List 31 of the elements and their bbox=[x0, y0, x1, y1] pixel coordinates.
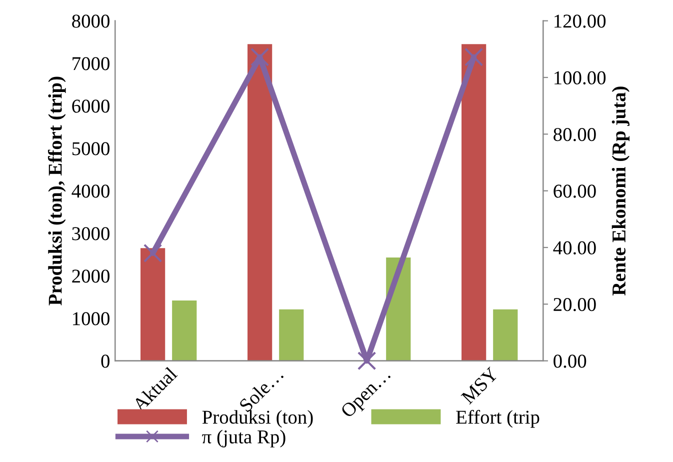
bar bbox=[493, 309, 518, 361]
legend-label: Produksi (ton) bbox=[202, 410, 313, 428]
bar bbox=[248, 44, 272, 361]
bar bbox=[172, 300, 197, 361]
bar bbox=[140, 248, 166, 361]
y2-axis-title: Rente Ekonomi (Rp juta) bbox=[612, 86, 630, 296]
y2-tick-label: 0.00 bbox=[554, 354, 586, 368]
y-tick-label: 4000 bbox=[72, 184, 110, 198]
y-axis-title: Produksi (ton), Effort (trip) bbox=[48, 76, 66, 306]
y-tick-label: 3000 bbox=[72, 227, 110, 240]
y-tick-label: 6000 bbox=[72, 100, 110, 113]
y-tick-label: 2000 bbox=[72, 270, 110, 283]
y2-tick-label: 20.00 bbox=[554, 298, 596, 312]
point bbox=[143, 244, 162, 263]
bar bbox=[279, 309, 304, 361]
legend-label: Effort (trip bbox=[456, 410, 540, 428]
point bbox=[250, 48, 270, 66]
y-tick-label: 5000 bbox=[72, 142, 110, 156]
y2-tick-label: 60.00 bbox=[554, 184, 596, 198]
y2-tick-label: 80.00 bbox=[554, 128, 596, 142]
bar bbox=[462, 44, 486, 361]
point bbox=[357, 351, 376, 370]
y-tick-label: 8000 bbox=[72, 14, 110, 28]
legend-label: π (juta Rp) bbox=[202, 430, 286, 448]
y-tick-label: 1000 bbox=[73, 312, 110, 326]
y2-tick-label: 100.00 bbox=[554, 71, 606, 84]
y2-tick-label: 120.00 bbox=[554, 14, 606, 28]
y2-tick-label: 40.00 bbox=[553, 241, 596, 254]
point bbox=[464, 48, 484, 66]
y-tick-label: 7000 bbox=[72, 57, 110, 70]
y-tick-label: 0 bbox=[101, 354, 110, 368]
